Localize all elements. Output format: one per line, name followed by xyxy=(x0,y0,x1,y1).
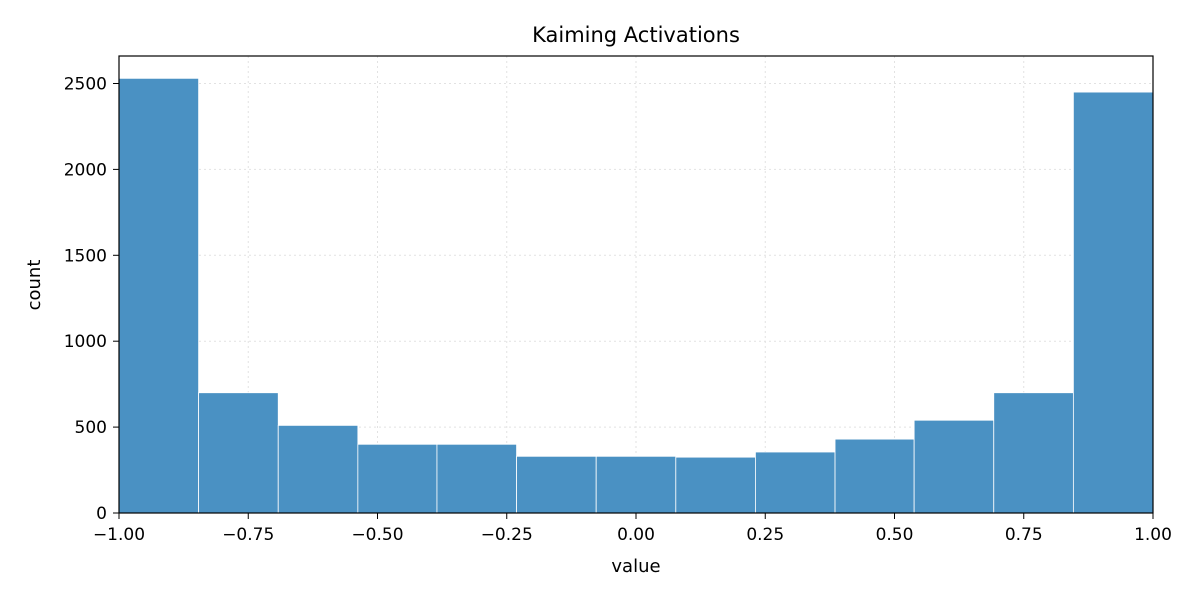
y-axis-label: count xyxy=(24,260,45,311)
x-axis: −1.00 −0.75 −0.50 −0.25 0.00 0.25 0.50 0.75 1.00 xyxy=(93,513,1172,545)
histogram-bar xyxy=(118,77,200,514)
histogram-bar xyxy=(277,424,359,514)
y-tick-label: 0 xyxy=(96,504,107,524)
x-tick-label: −1.00 xyxy=(93,525,145,545)
histogram-bar xyxy=(198,392,279,514)
y-tick-label: 2000 xyxy=(64,160,107,180)
y-tick-label: 500 xyxy=(75,418,107,438)
histogram-bar xyxy=(516,455,597,514)
x-tick-label: 0.00 xyxy=(617,525,655,545)
chart-title: Kaiming Activations xyxy=(532,23,740,47)
bars-layer xyxy=(118,77,1154,514)
histogram-bar xyxy=(755,451,836,514)
x-axis-label: value xyxy=(611,556,660,577)
y-tick-label: 1500 xyxy=(64,246,107,266)
histogram-bar xyxy=(675,456,756,514)
x-tick-label: 0.50 xyxy=(876,525,914,545)
y-tick-label: 1000 xyxy=(64,332,107,352)
x-tick-label: −0.25 xyxy=(481,525,533,545)
x-tick-label: −0.75 xyxy=(222,525,274,545)
y-axis: 0 500 1000 1500 2000 2500 xyxy=(64,74,119,524)
x-tick-label: 0.75 xyxy=(1005,525,1043,545)
histogram-bar xyxy=(436,443,517,514)
histogram-bar xyxy=(993,392,1074,514)
x-tick-label: 0.25 xyxy=(746,525,784,545)
histogram-bar xyxy=(834,438,915,514)
x-tick-label: 1.00 xyxy=(1134,525,1172,545)
histogram-bar xyxy=(1072,91,1154,514)
histogram-bar xyxy=(595,455,677,514)
y-tick-label: 2500 xyxy=(64,74,107,94)
histogram-bar xyxy=(357,443,438,514)
histogram-bar xyxy=(913,419,995,514)
x-tick-label: −0.50 xyxy=(351,525,403,545)
